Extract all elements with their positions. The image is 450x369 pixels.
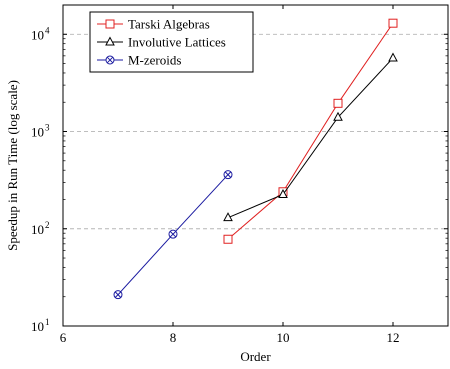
- legend-label: Tarski Algebras: [128, 17, 210, 32]
- legend-entry: Involutive Lattices: [97, 35, 226, 50]
- x-tick-label: 6: [60, 330, 67, 345]
- y-tick-label: 10: [31, 125, 44, 140]
- series-2: [113, 170, 233, 300]
- legend-marker: [105, 36, 115, 46]
- legend-entry: Tarski Algebras: [97, 17, 210, 32]
- data-point: [333, 111, 343, 121]
- x-tick-label: 8: [170, 330, 177, 345]
- legend: Tarski Algebras Involutive Lattices M-zero…: [89, 11, 254, 73]
- data-point: [278, 188, 288, 199]
- y-tick-exponent: 2: [45, 220, 50, 230]
- data-point: [223, 212, 233, 222]
- y-tick-exponent: 4: [45, 25, 50, 35]
- data-point: [223, 170, 233, 180]
- marker-cross: [114, 291, 122, 298]
- legend-marker: [105, 55, 115, 65]
- legend-label: M-zeroids: [128, 53, 181, 68]
- data-point: [223, 234, 233, 244]
- x-tick-label: 12: [387, 330, 400, 345]
- marker-cross: [169, 231, 177, 238]
- series-line: [227, 22, 394, 240]
- y-tick-label: 10: [31, 222, 44, 237]
- y-axis-title: Speedup in Run Time (log scale): [5, 80, 20, 251]
- x-axis-title: Order: [240, 349, 271, 364]
- y-tick-label: 10: [31, 319, 44, 334]
- data-point: [388, 52, 398, 62]
- data-point: [333, 98, 343, 108]
- data-point: [168, 229, 178, 239]
- y-tick-exponent: 1: [45, 317, 50, 327]
- legend-entry: M-zeroids: [97, 53, 181, 68]
- y-tick-exponent: 3: [45, 123, 50, 133]
- axes: 10 110 210 310 46 8 10 12: [31, 4, 448, 345]
- data-point: [388, 18, 398, 28]
- y-tick-label: 10: [31, 27, 44, 42]
- series-layer: [113, 18, 398, 300]
- legend-label: Involutive Lattices: [128, 35, 226, 50]
- marker-cross: [106, 56, 114, 64]
- series-line: [227, 57, 394, 219]
- data-point: [113, 290, 123, 300]
- marker-cross: [224, 171, 232, 178]
- x-tick-label: 10: [277, 330, 290, 345]
- series-1: [223, 52, 398, 222]
- legend-marker: [105, 19, 115, 29]
- plot-frame: [62, 4, 449, 327]
